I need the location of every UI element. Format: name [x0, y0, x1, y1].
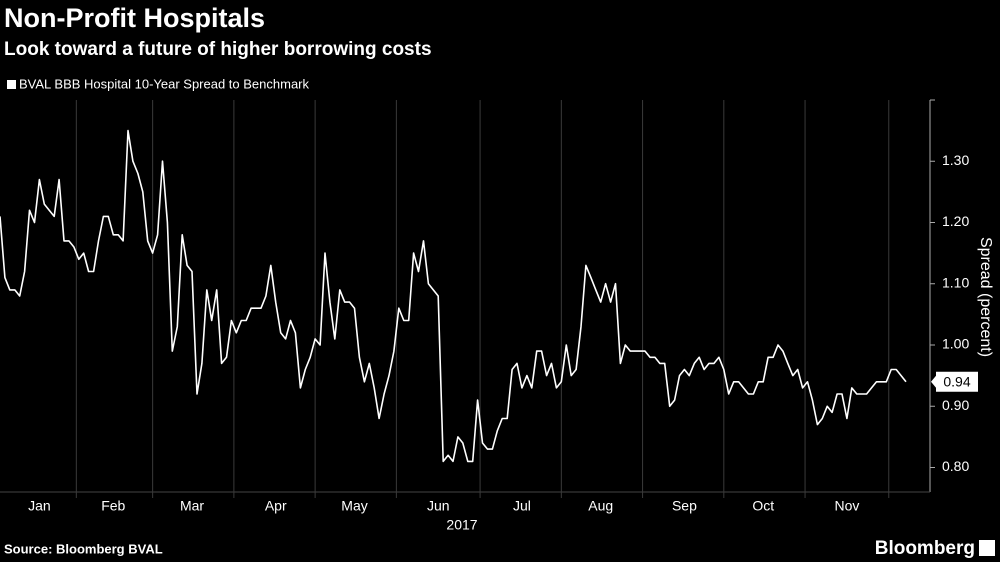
last-value-pointer: [931, 375, 936, 388]
x-tick-label: Jul: [513, 498, 531, 514]
y-tick-label: 1.20: [942, 213, 969, 229]
source: Source: Bloomberg BVAL: [4, 541, 163, 556]
x-tick-label: Jun: [427, 498, 450, 514]
x-tick-label: Nov: [834, 498, 859, 514]
x-tick-label: Aug: [588, 498, 613, 514]
chart-title: Non-Profit Hospitals: [4, 3, 265, 33]
line-series: [0, 129, 907, 463]
x-tick-label: Oct: [752, 498, 774, 514]
x-tick-label: Jan: [28, 498, 51, 514]
x-tick-label: Feb: [101, 498, 125, 514]
y-axis-label: Spread (percent): [977, 237, 994, 357]
y-tick-label: 1.10: [942, 274, 969, 290]
x-axis-label: 2017: [446, 517, 477, 533]
chart-subtitle: Look toward a future of higher borrowing…: [4, 39, 432, 60]
brand-icon: [979, 540, 995, 556]
y-tick-label: 1.30: [942, 152, 969, 168]
last-value-box: [936, 371, 978, 392]
y-tick-label: 0.80: [942, 458, 969, 474]
brand: Bloomberg: [875, 538, 975, 559]
y-tick-label: 1.00: [942, 336, 969, 352]
x-tick-label: Sep: [672, 498, 697, 514]
x-tick-label: Mar: [180, 498, 204, 514]
x-tick-label: Apr: [265, 498, 287, 514]
legend-label: BVAL BBB Hospital 10-Year Spread to Benc…: [19, 76, 310, 91]
y-tick-label: 0.90: [942, 397, 969, 413]
legend-swatch: [7, 80, 16, 89]
x-tick-label: May: [341, 498, 367, 514]
last-value-label: 0.94: [943, 373, 970, 389]
